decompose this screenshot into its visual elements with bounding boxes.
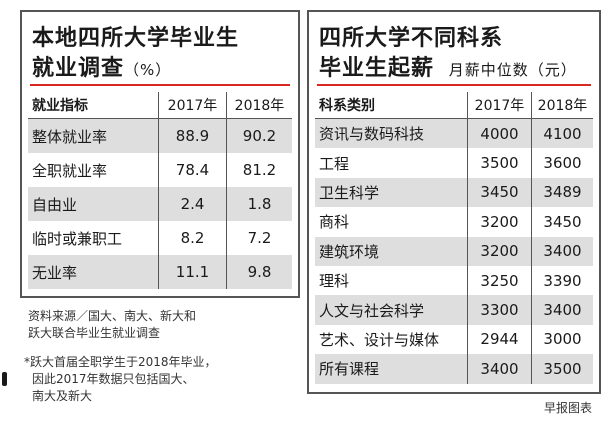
value-2017: 3200 (467, 207, 531, 237)
table-row: 全职就业率 78.4 81.2 (28, 153, 292, 187)
graphic-credit: 早报图表 (543, 401, 592, 415)
table-row: 资讯与数码科技 4000 4100 (315, 119, 593, 149)
value-2017: 2.4 (158, 187, 226, 221)
value-2017: 4000 (467, 119, 531, 149)
value-2017: 88.9 (158, 119, 226, 153)
value-2017: 3450 (467, 177, 531, 208)
row-label: 自由业 (32, 195, 78, 214)
table-row: 卫生科学 3450 3489 (315, 177, 593, 208)
value-2018: 3390 (531, 265, 593, 296)
row-label: 工程 (319, 154, 350, 173)
value-2018: 3600 (531, 148, 593, 178)
header-2017: 2017年 (467, 92, 531, 118)
value-2017: 78.4 (158, 153, 226, 187)
row-label: 卫生科学 (319, 183, 380, 202)
footnote: *跃大首届全职学生于2018年毕业， 因此2017年数据只包括国大、 南大及新大 (24, 354, 217, 405)
row-label: 资讯与数码科技 (319, 125, 425, 144)
row-label: 建筑环境 (319, 242, 380, 261)
value-2017: 2944 (467, 324, 531, 355)
value-2018: 4100 (531, 119, 593, 149)
value-2017: 3250 (467, 265, 531, 296)
salary-table: 科系类别 2017年 2018年 资讯与数码科技 4000 4100 工程 35… (315, 92, 593, 384)
value-2018: 3500 (531, 354, 593, 384)
value-2017: 3300 (467, 295, 531, 325)
table-row: 工程 3500 3600 (315, 148, 593, 178)
employment-survey-panel: 本地四所大学毕业生 就业调查（%） 就业指标 2017年 2018年 整体就业率… (20, 10, 300, 298)
value-2017: 3400 (467, 354, 531, 384)
table-row: 自由业 2.4 1.8 (28, 187, 292, 221)
source-line: 资料来源／国大、南大、新大和 (28, 309, 197, 323)
table-row: 所有课程 3400 3500 (315, 354, 593, 384)
value-2018: 3400 (531, 295, 593, 325)
value-2018: 3489 (531, 177, 593, 208)
table-row: 临时或兼职工 8.2 7.2 (28, 221, 292, 255)
row-label: 艺术、设计与媒体 (319, 330, 440, 349)
row-label: 所有课程 (319, 360, 380, 379)
salary-title-line1: 四所大学不同科系 (319, 26, 504, 51)
value-2018: 1.8 (226, 187, 292, 221)
employment-title-line2: 就业调查（%） (32, 50, 171, 82)
table-row: 商科 3200 3450 (315, 207, 593, 237)
row-label: 临时或兼职工 (32, 229, 123, 248)
salary-title-unit: 月薪中位数（元） (448, 61, 577, 79)
table-header: 科系类别 2017年 2018年 (315, 92, 593, 119)
row-label: 商科 (319, 213, 350, 232)
value-2018: 3400 (531, 236, 593, 266)
employment-title-text: 就业调查 (32, 56, 125, 81)
header-2017: 2017年 (158, 92, 226, 118)
table-header: 就业指标 2017年 2018年 (28, 92, 292, 119)
employment-title-unit: （%） (124, 61, 172, 79)
footnote-line: 南大及新大 (32, 389, 93, 403)
row-label: 理科 (319, 272, 350, 291)
value-2017: 11.1 (158, 255, 226, 289)
value-2018: 7.2 (226, 221, 292, 255)
header-2018: 2018年 (226, 92, 292, 118)
source-line: 跃大联合毕业生就业调查 (28, 326, 161, 340)
title-divider (30, 84, 290, 86)
header-2018: 2018年 (531, 92, 593, 118)
title-divider (317, 84, 591, 86)
employment-table: 就业指标 2017年 2018年 整体就业率 88.9 90.2 全职就业率 7… (28, 92, 292, 289)
value-2018: 3450 (531, 207, 593, 237)
row-label: 无业率 (32, 263, 78, 282)
starting-salary-panel: 四所大学不同科系 毕业生起薪 月薪中位数（元） 科系类别 2017年 2018年… (307, 10, 601, 394)
salary-title-line2: 毕业生起薪 月薪中位数（元） (319, 50, 577, 82)
value-2017: 3500 (467, 148, 531, 178)
table-row: 整体就业率 88.9 90.2 (28, 119, 292, 153)
header-indicator: 就业指标 (32, 98, 88, 114)
row-label: 人文与社会科学 (319, 301, 425, 320)
header-faculty: 科系类别 (319, 98, 375, 114)
table-row: 人文与社会科学 3300 3400 (315, 295, 593, 325)
employment-title-line1: 本地四所大学毕业生 (32, 26, 240, 51)
value-2018: 81.2 (226, 153, 292, 187)
table-row: 艺术、设计与媒体 2944 3000 (315, 324, 593, 355)
row-label: 全职就业率 (32, 161, 108, 180)
table-row: 无业率 11.1 9.8 (28, 255, 292, 289)
footnote-line: 因此2017年数据只包括国大、 (32, 372, 195, 386)
value-2018: 3000 (531, 324, 593, 355)
footnote-line: *跃大首届全职学生于2018年毕业， (24, 355, 217, 369)
value-2018: 9.8 (226, 255, 292, 289)
row-label: 整体就业率 (32, 127, 108, 146)
table-row: 理科 3250 3390 (315, 265, 593, 296)
source-note: 资料来源／国大、南大、新大和 跃大联合毕业生就业调查 (28, 308, 196, 342)
value-2017: 8.2 (158, 221, 226, 255)
salary-title-text: 毕业生起薪 (319, 56, 435, 81)
value-2018: 90.2 (226, 119, 292, 153)
table-row: 建筑环境 3200 3400 (315, 236, 593, 266)
value-2017: 3200 (467, 236, 531, 266)
margin-mark (2, 372, 7, 386)
